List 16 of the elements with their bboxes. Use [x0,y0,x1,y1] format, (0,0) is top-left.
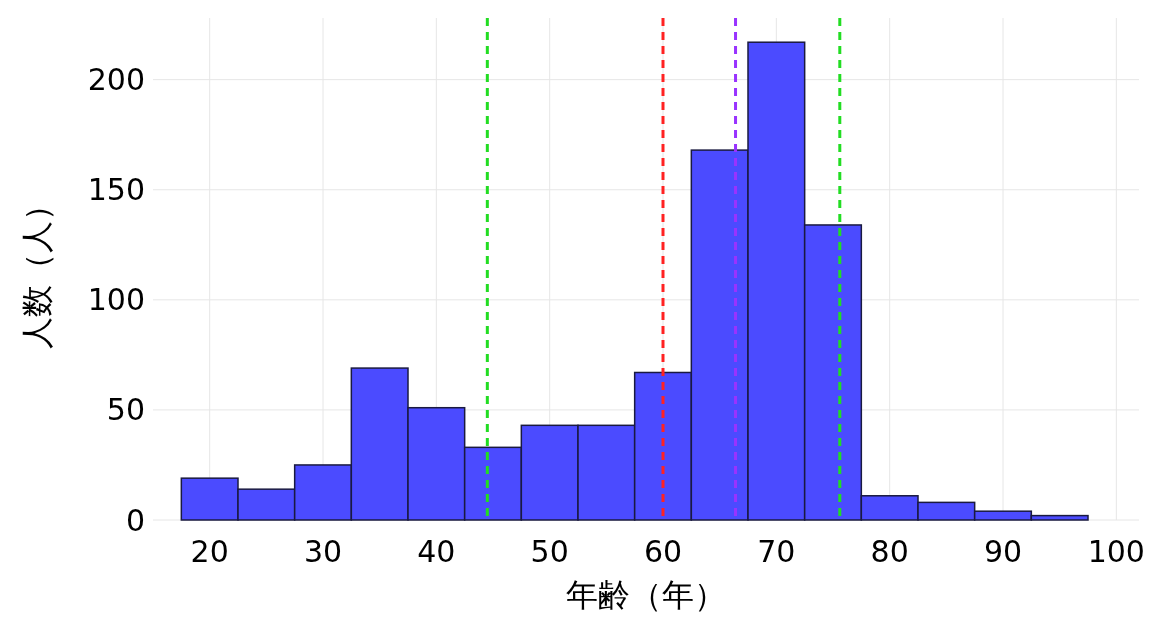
x-tick-label: 20 [190,534,229,569]
x-tick-label: 60 [643,534,683,569]
x-tick-label: 70 [757,534,796,569]
x-tick-label: 40 [417,534,456,569]
x-tick-label: 100 [1087,534,1145,569]
y-tick-label: 0 [125,502,145,538]
x-tick-label: 90 [983,534,1023,569]
y-tick-label: 200 [87,62,145,98]
y-tick-label: 50 [106,392,145,428]
x-tick-label: 50 [530,534,569,569]
x-axis-title: 年齢（年） [566,576,726,614]
x-tick-label: 80 [870,534,909,569]
y-axis-title: 人数（人） [18,189,56,349]
y-tick-label: 100 [87,282,145,318]
y-tick-label: 150 [87,172,145,208]
x-tick-label: 30 [303,534,343,569]
